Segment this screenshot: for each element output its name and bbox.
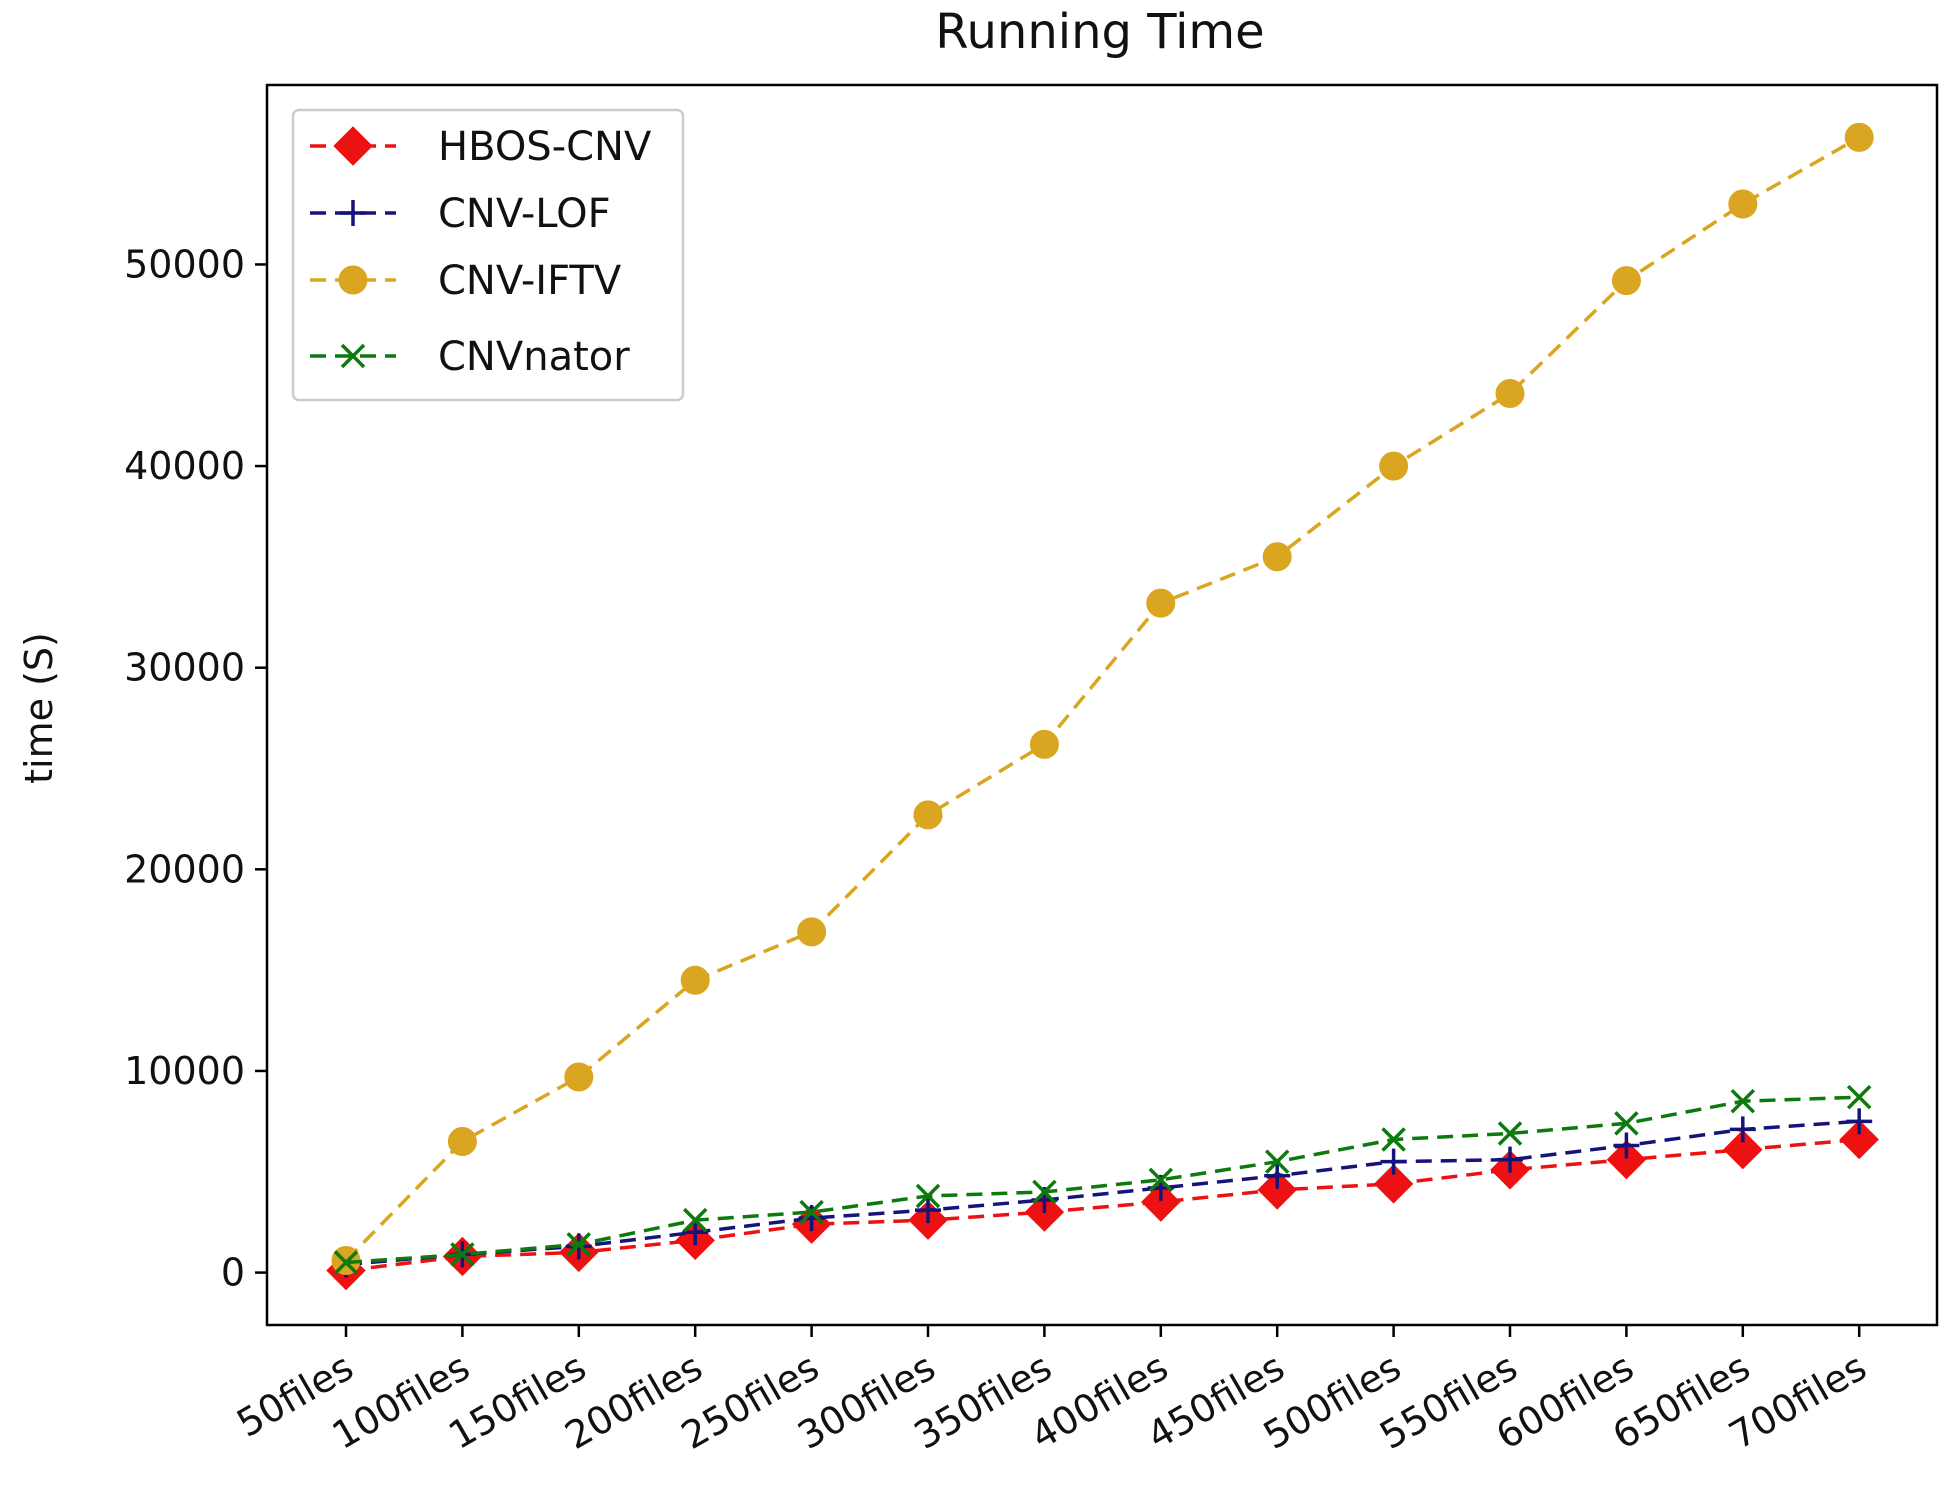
data-point-cnv-iftv <box>797 917 827 947</box>
data-point-cnvnator <box>1614 1111 1639 1136</box>
data-point-cnvnator <box>450 1242 475 1267</box>
y-axis-label: time (S) <box>17 632 61 784</box>
chart-title: Running Time <box>935 4 1264 60</box>
data-point-cnv-iftv <box>1029 729 1059 759</box>
legend-marker-hbos-cnv <box>333 126 373 166</box>
data-point-cnv-lof <box>1846 1108 1873 1135</box>
data-point-cnv-iftv <box>447 1127 477 1157</box>
data-point-cnv-lof <box>682 1219 709 1246</box>
data-point-cnv-lof <box>1380 1148 1407 1175</box>
data-point-cnvnator <box>566 1232 592 1257</box>
y-tick-label: 40000 <box>124 444 245 488</box>
data-point-cnv-iftv <box>1728 189 1758 219</box>
y-tick-label: 10000 <box>124 1049 245 1093</box>
data-point-cnv-iftv <box>680 965 710 995</box>
data-point-cnvnator <box>1730 1088 1756 1114</box>
data-point-cnvnator <box>1497 1121 1523 1146</box>
legend: HBOS-CNV CNV-LOF CNV-IFTV CNVnator <box>291 108 685 402</box>
series-line-cnvnator <box>345 1095 1860 1265</box>
data-point-cnv-lof <box>798 1205 825 1232</box>
legend-marker-cnv-iftv <box>338 265 368 295</box>
legend-marker-cnv-lof <box>340 200 366 226</box>
series-cnv-iftv <box>331 122 1874 1275</box>
legend-item-cnvnator: CNVnator <box>310 334 630 380</box>
data-point-hbos-cnv <box>1373 1164 1414 1204</box>
data-point-cnvnator <box>333 1250 359 1275</box>
data-point-cnv-iftv <box>1611 266 1641 296</box>
series-hbos-cnv <box>326 1119 1879 1291</box>
legend-box <box>291 108 685 402</box>
series-cnvnator <box>333 1084 1872 1275</box>
legend-item-cnv-iftv: CNV-IFTV <box>310 258 622 304</box>
y-axis-ticks: 0 10000 20000 30000 40000 50000 <box>124 242 267 1295</box>
series-line-cnv-iftv <box>344 135 1861 1262</box>
data-point-cnv-lof <box>1264 1162 1291 1189</box>
legend-label-hbos-cnv: HBOS-CNV <box>438 124 652 170</box>
series-layer <box>326 122 1879 1291</box>
data-point-cnvnator <box>1381 1127 1406 1152</box>
data-point-cnv-lof <box>1497 1146 1523 1173</box>
data-point-cnv-iftv <box>1262 542 1292 572</box>
data-point-cnvnator <box>1148 1167 1174 1193</box>
series-line-hbos-cnv <box>345 1137 1860 1273</box>
data-point-hbos-cnv <box>1257 1170 1297 1210</box>
data-point-cnvnator <box>682 1207 708 1233</box>
data-point-cnv-iftv <box>1495 378 1525 408</box>
data-point-cnv-iftv <box>1146 588 1176 618</box>
data-point-cnvnator <box>799 1199 824 1225</box>
legend-item-cnv-lof: CNV-LOF <box>310 191 611 237</box>
legend-label-cnvnator: CNVnator <box>438 334 630 380</box>
data-point-cnv-lof <box>1613 1132 1640 1159</box>
y-tick-label: 30000 <box>124 646 245 690</box>
series-line-cnv-lof <box>345 1119 1860 1267</box>
data-point-cnv-iftv <box>1844 122 1874 152</box>
data-point-cnvnator <box>1846 1084 1872 1110</box>
legend-label-cnv-iftv: CNV-IFTV <box>438 258 622 304</box>
data-point-hbos-cnv <box>1606 1139 1647 1180</box>
y-tick-label: 20000 <box>124 847 245 891</box>
legend-marker-cnvnator <box>340 343 366 369</box>
data-point-cnvnator <box>1032 1179 1057 1205</box>
data-point-cnvnator <box>1264 1149 1290 1174</box>
data-point-cnvnator <box>915 1183 941 1209</box>
legend-label-cnv-lof: CNV-LOF <box>438 191 611 237</box>
data-point-cnv-lof <box>915 1197 941 1224</box>
data-point-cnv-lof <box>1729 1116 1756 1143</box>
x-axis-ticks: 50files100files150files200files250files3… <box>229 1325 1874 1458</box>
data-point-hbos-cnv <box>1141 1182 1181 1222</box>
plot-area-frame <box>265 83 1939 1327</box>
data-point-cnv-iftv <box>564 1062 594 1092</box>
data-point-cnv-iftv <box>1379 451 1409 481</box>
data-point-cnv-iftv <box>913 800 943 830</box>
legend-item-hbos-cnv: HBOS-CNV <box>310 124 652 170</box>
y-tick-label: 0 <box>221 1251 245 1295</box>
data-point-hbos-cnv <box>1839 1119 1879 1160</box>
data-point-hbos-cnv <box>1723 1129 1763 1170</box>
y-tick-label: 50000 <box>124 242 245 286</box>
